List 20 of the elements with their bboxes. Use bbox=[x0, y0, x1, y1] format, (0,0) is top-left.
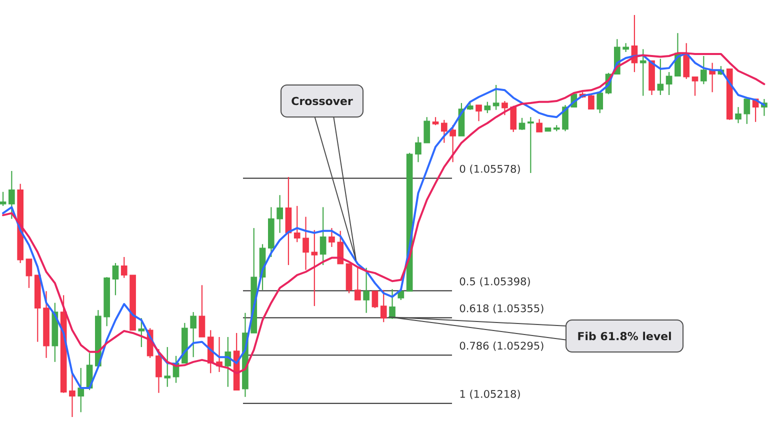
candlestick bbox=[156, 348, 162, 394]
candlestick bbox=[8, 170, 15, 220]
candlestick bbox=[112, 262, 119, 296]
candlestick bbox=[78, 367, 84, 413]
candlestick bbox=[640, 48, 646, 96]
candlestick bbox=[683, 42, 690, 80]
candlestick bbox=[735, 106, 742, 124]
candlestick bbox=[190, 312, 196, 358]
candlestick bbox=[666, 72, 672, 96]
candlestick bbox=[0, 191, 6, 206]
candlestick bbox=[138, 318, 145, 348]
candlestick bbox=[744, 98, 750, 124]
candlestick bbox=[700, 55, 707, 85]
candlestick bbox=[198, 284, 206, 338]
candlestick bbox=[120, 256, 128, 278]
candlestick bbox=[692, 76, 698, 96]
candlestick bbox=[276, 194, 283, 234]
candlestick bbox=[26, 258, 32, 289]
candlestick bbox=[164, 346, 171, 388]
candlestick bbox=[657, 58, 664, 96]
